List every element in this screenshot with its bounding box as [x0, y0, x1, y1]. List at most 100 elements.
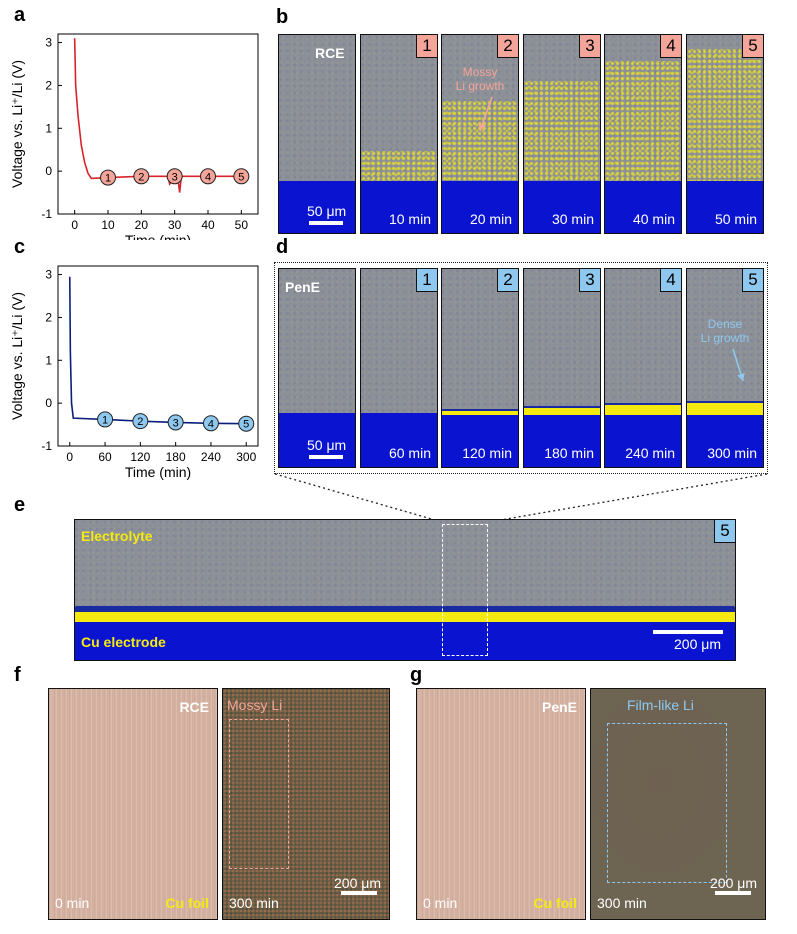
chart-a-ytick-label-2: 1 — [45, 121, 52, 135]
pene-frame-3: 3 180 min — [523, 268, 601, 468]
chart-a-marker-circle-5 — [233, 168, 250, 185]
scale-bar-label: 200 μm — [674, 636, 721, 652]
rce-frame-4: 4 40 min — [604, 34, 682, 234]
panel-label-f: f — [14, 664, 21, 686]
frame-time-label: 20 min — [469, 211, 512, 227]
chart-c-xtick-label-3: 180 — [166, 450, 186, 464]
chart-c-ytick-label-4: 3 — [45, 268, 52, 282]
cu-electrode-region — [442, 413, 518, 467]
scale-bar — [653, 630, 723, 634]
dense-li-layer — [605, 403, 681, 415]
pene-scale-label: 200 μm — [710, 875, 757, 891]
panel-label-c: c — [14, 236, 26, 258]
cu-electrode-region — [687, 181, 763, 233]
chart-c-ytick-label-3: 2 — [45, 310, 52, 324]
frame-number-badge: 2 — [497, 269, 518, 292]
rce-cu-foil-initial: RCE 0 min Cu foil — [48, 688, 218, 920]
chart-c-ytick-label-1: 0 — [45, 396, 52, 410]
rce-title: RCE — [179, 699, 209, 715]
chart-c-xlabel: Time (min) — [125, 464, 191, 480]
frame-row-title: RCE — [315, 45, 345, 61]
chart-c-xtick-label-1: 60 — [98, 450, 112, 464]
frame-number-badge: 1 — [416, 269, 437, 292]
film-region-box — [607, 723, 727, 883]
mossy-li-deposit — [442, 101, 518, 181]
scale-bar — [309, 221, 343, 225]
frame-number-badge: 3 — [579, 269, 600, 292]
voltage-chart-a: 0 10 20 30 40 50 -1 0 1 2 3 Time (min) Voltage vs. L… — [9, 33, 259, 240]
chart-c-ylabel: Voltage vs. Li⁺/Li (V) — [9, 292, 25, 420]
zoom-region-box — [442, 524, 488, 656]
annotation-arrow — [478, 96, 493, 132]
frame-number-badge: 1 — [416, 35, 437, 58]
scale-bar-label: 50 μm — [307, 437, 347, 453]
chart-a-plot-frame — [57, 33, 259, 215]
chart-c-marker-circle-4 — [202, 415, 219, 432]
chart-a-ytick-label-3: 2 — [45, 78, 52, 92]
chart-a-marker-label-3: 3 — [172, 171, 178, 183]
pene-scale-bar — [715, 891, 751, 895]
mossy-li-deposit — [687, 49, 763, 181]
chart-c-marker-label-3: 3 — [173, 417, 179, 429]
chart-c-xtick-label-2: 120 — [130, 450, 150, 464]
frame-time-label: 240 min — [625, 445, 675, 461]
annotation-line-2: Li growth — [700, 331, 750, 345]
chart-a-ylabel: Voltage vs. Li⁺/Li (V) — [9, 60, 25, 188]
pene-initial-time: 0 min — [423, 895, 458, 911]
frame-time-label: 180 min — [544, 445, 594, 461]
cu-electrode-label: Cu electrode — [81, 634, 166, 650]
chart-c-xtick-label-5: 300 — [236, 450, 256, 464]
chart-a-xtick-label-1: 10 — [101, 218, 115, 232]
chart-a-xtick-label-4: 40 — [201, 218, 215, 232]
mossy-li-deposit — [361, 151, 437, 181]
chart-c-marker-circle-5 — [238, 415, 255, 432]
frame-number-badge: 5 — [742, 35, 763, 58]
mossy-li-deposit — [605, 61, 681, 181]
panel-label-g: g — [410, 664, 423, 686]
pene-cu-foil-label: Cu foil — [533, 895, 577, 911]
pene-frame-0: PenE 50 μm — [278, 268, 356, 468]
pene-frame-5: 5 300 min Dense Li growth — [686, 268, 764, 468]
chart-c-marker-2: 2 — [132, 413, 149, 430]
pene-film-image: Film-like Li 300 min 200 μm — [590, 688, 766, 920]
rce-mossy-image: Mossy Li 300 min 200 μm — [222, 688, 390, 920]
annotation-line-2: Li growth — [455, 79, 505, 93]
frame-number-badge: 3 — [579, 35, 600, 58]
chart-a-xtick-label-2: 20 — [135, 218, 149, 232]
chart-a-ytick-label-4: 3 — [45, 36, 52, 50]
chart-c-xtick-label-0: 0 — [66, 450, 73, 464]
cu-electrode-region — [605, 413, 681, 467]
frame-number-badge: 4 — [660, 269, 681, 292]
rce-initial-time: 0 min — [55, 895, 90, 911]
chart-a-ytick-label-0: -1 — [41, 207, 52, 221]
annotation-arrow — [732, 348, 745, 382]
pene-final-time: 300 min — [597, 895, 647, 911]
chart-a-marker-4: 4 — [200, 168, 216, 185]
chart-c-plot-frame — [57, 265, 259, 447]
chart-a-ytick-label-1: 0 — [45, 164, 52, 178]
chart-a-marker-label-5: 5 — [238, 171, 244, 183]
mossy-li-deposit — [524, 81, 600, 181]
chart-c-xtick-label-4: 240 — [201, 450, 221, 464]
rce-frame-2: 2 20 min Mossy Li growth — [441, 34, 519, 234]
chart-c-marker-3: 3 — [167, 414, 184, 431]
scale-bar-label: 50 μm — [307, 203, 347, 219]
cu-electrode-region — [75, 622, 735, 660]
chart-a-marker-2: 2 — [133, 168, 150, 185]
dense-li-layer — [442, 409, 518, 415]
frame-time-label: 10 min — [388, 211, 431, 227]
chart-a-marker-label-2: 2 — [138, 171, 144, 183]
cu-electrode-region — [442, 181, 518, 233]
chart-a-marker-circle-3 — [166, 168, 183, 185]
dense-growth-annotation: Dense Li growth — [687, 317, 763, 345]
frame-number-badge: 5 — [714, 520, 735, 543]
cu-electrode-region — [605, 181, 681, 233]
chart-c-marker-circle-3 — [167, 414, 184, 431]
panel-label-e: e — [14, 494, 26, 516]
annotation-line-1: Dense — [707, 317, 743, 331]
dense-li-layer — [687, 401, 763, 415]
pene-frame-1: 1 60 min — [360, 268, 438, 468]
panel-label-d: d — [276, 236, 289, 258]
mossy-region-box — [229, 719, 289, 869]
chart-c-marker-1: 1 — [97, 411, 114, 428]
